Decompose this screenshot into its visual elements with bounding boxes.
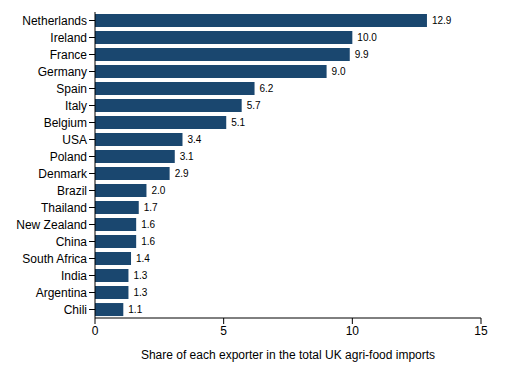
svg-text:Belgium: Belgium (44, 116, 87, 130)
svg-text:USA: USA (62, 133, 87, 147)
svg-text:12.9: 12.9 (432, 15, 452, 26)
svg-text:1.1: 1.1 (128, 304, 142, 315)
svg-text:1.6: 1.6 (141, 219, 155, 230)
svg-text:Denmark: Denmark (38, 167, 88, 181)
svg-text:Netherlands: Netherlands (22, 14, 87, 28)
svg-text:1.3: 1.3 (133, 287, 147, 298)
svg-text:1.7: 1.7 (144, 202, 158, 213)
svg-text:Ireland: Ireland (50, 31, 87, 45)
svg-text:5.7: 5.7 (247, 100, 261, 111)
svg-text:15: 15 (474, 324, 488, 338)
svg-text:Spain: Spain (56, 82, 87, 96)
svg-text:0: 0 (92, 324, 99, 338)
svg-text:2.9: 2.9 (175, 168, 189, 179)
svg-text:Argentina: Argentina (36, 286, 88, 300)
svg-text:Thailand: Thailand (41, 201, 87, 215)
svg-text:5: 5 (220, 324, 227, 338)
svg-text:6.2: 6.2 (260, 83, 274, 94)
svg-text:10: 10 (346, 324, 360, 338)
svg-text:Poland: Poland (50, 150, 87, 164)
svg-text:3.1: 3.1 (180, 151, 194, 162)
svg-text:Chili: Chili (64, 303, 87, 317)
svg-text:Brazil: Brazil (57, 184, 87, 198)
svg-text:South Africa: South Africa (22, 252, 87, 266)
svg-text:1.6: 1.6 (141, 236, 155, 247)
svg-text:2.0: 2.0 (151, 185, 165, 196)
svg-text:3.4: 3.4 (187, 134, 201, 145)
svg-text:Italy: Italy (65, 99, 87, 113)
svg-text:5.1: 5.1 (231, 117, 245, 128)
svg-text:10.0: 10.0 (357, 32, 377, 43)
svg-text:Germany: Germany (38, 65, 87, 79)
svg-text:1.3: 1.3 (133, 270, 147, 281)
svg-text:Share of each exporter in the: Share of each exporter in the total UK a… (141, 348, 435, 362)
svg-text:China: China (56, 235, 88, 249)
svg-text:9.0: 9.0 (332, 66, 346, 77)
svg-text:1.4: 1.4 (136, 253, 150, 264)
svg-text:New Zealand: New Zealand (16, 218, 87, 232)
svg-text:India: India (61, 269, 87, 283)
svg-text:France: France (50, 48, 88, 62)
svg-text:9.9: 9.9 (355, 49, 369, 60)
